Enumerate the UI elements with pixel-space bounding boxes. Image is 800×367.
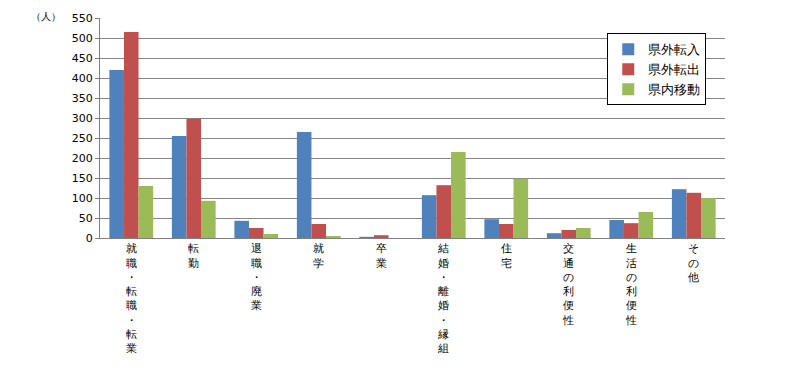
svg-text:（人）: （人）	[31, 11, 61, 22]
svg-text:生活の利便性: 生活の利便性	[625, 242, 637, 327]
svg-text:就職・転職・転業: 就職・転職・転業	[126, 242, 137, 355]
svg-text:交通の利便性: 交通の利便性	[562, 242, 574, 327]
svg-text:0: 0	[86, 232, 93, 245]
svg-text:450: 450	[72, 52, 93, 65]
svg-text:550: 550	[72, 12, 93, 25]
svg-text:県外転入: 県外転入	[648, 42, 700, 57]
svg-text:卒業: 卒業	[376, 242, 387, 269]
svg-text:300: 300	[72, 112, 93, 125]
svg-text:50: 50	[79, 212, 93, 225]
svg-text:100: 100	[72, 192, 93, 205]
svg-text:350: 350	[72, 92, 93, 105]
svg-text:県外転出: 県外転出	[648, 62, 700, 77]
svg-text:住宅: 住宅	[501, 242, 512, 269]
svg-text:200: 200	[72, 152, 93, 165]
svg-text:250: 250	[72, 132, 93, 145]
svg-text:県内移動: 県内移動	[648, 82, 700, 97]
svg-text:就学: 就学	[313, 242, 324, 269]
svg-text:その他: その他	[688, 242, 699, 284]
svg-text:150: 150	[72, 172, 93, 185]
svg-text:結婚・離婚・縁組: 結婚・離婚・縁組	[437, 242, 449, 355]
svg-text:400: 400	[72, 72, 93, 85]
svg-text:退職・廃業: 退職・廃業	[251, 242, 262, 312]
svg-text:転勤: 転勤	[188, 242, 199, 269]
svg-text:500: 500	[72, 32, 93, 45]
